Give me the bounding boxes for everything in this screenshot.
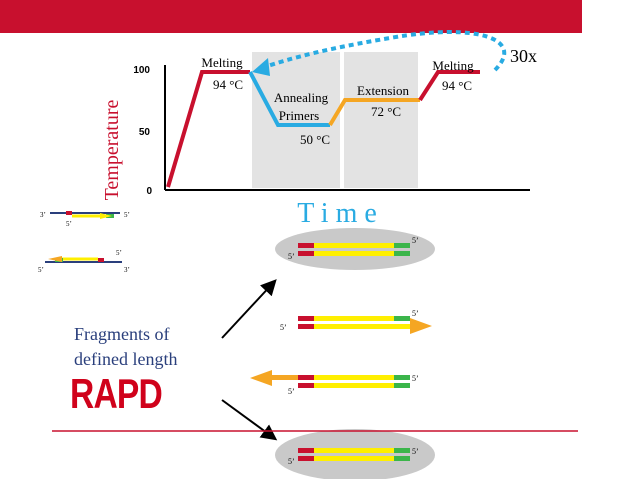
- strand-label-5c: 5’: [116, 249, 122, 257]
- extension-segment: [328, 98, 420, 127]
- fragment-3: 5’ 5’: [250, 370, 419, 396]
- annealing-title-2: Primers: [279, 108, 319, 123]
- fragments-caption-line2: defined length: [74, 349, 178, 369]
- strand-label-3: 3’: [40, 211, 46, 219]
- extension-panel: [344, 52, 418, 188]
- fragments-caption: Fragments of defined length: [74, 322, 177, 372]
- annealing-temp: 50 °C: [300, 132, 330, 147]
- y-tick-50: 50: [139, 127, 151, 138]
- y-tick-0: 0: [146, 186, 152, 197]
- melting2-segment: [418, 70, 480, 102]
- melting1-temp: 94 °C: [213, 77, 243, 92]
- title-bar: [0, 0, 582, 33]
- strand-label-5d: 5’: [38, 266, 44, 274]
- strand-label-5: 5’: [66, 220, 72, 228]
- frag1-5-left: 5’: [288, 252, 295, 261]
- frag2-5-right: 5’: [412, 309, 419, 318]
- frag1-5-right: 5’: [412, 236, 419, 245]
- strand-label-5b: 5’: [124, 211, 130, 219]
- fragment-1: 5’ 5’: [288, 236, 419, 261]
- rapd-label: RAPD: [70, 370, 163, 417]
- template-strands: 3’ 5’ 5’ 5’ 5’ 3’: [38, 211, 130, 274]
- annealing-title-1: Annealing: [274, 90, 329, 105]
- frag3-5-right: 5’: [412, 374, 419, 383]
- melting2-temp: 94 °C: [442, 78, 472, 93]
- fragments-caption-line1: Fragments of: [74, 324, 170, 344]
- melting2-title: Melting: [432, 58, 474, 73]
- frag3-5-left: 5’: [288, 387, 295, 396]
- frag4-5-left: 5’: [288, 457, 295, 466]
- extension-title: Extension: [357, 83, 409, 98]
- fragment-ellipse-bottom: [275, 429, 435, 479]
- cycle-count: 30x: [510, 46, 537, 66]
- arrow-to-top-fragment: [221, 279, 277, 339]
- strand-label-3b: 3’: [124, 266, 130, 274]
- fragment-ellipse-top: [275, 228, 435, 270]
- frag2-5-left: 5’: [280, 323, 287, 332]
- cycle-arrowhead: [252, 58, 270, 76]
- melting-segment: [166, 70, 250, 188]
- arrow-to-bottom-fragment: [221, 399, 278, 441]
- annealing-segment: [248, 71, 330, 127]
- fragment-4: 5’ 5’: [288, 447, 419, 466]
- x-axis-title: T i m e: [297, 198, 377, 229]
- y-axis-title: Temperature: [101, 99, 123, 200]
- frag4-5-right: 5’: [412, 447, 419, 456]
- melting1-title: Melting: [201, 55, 243, 70]
- y-tick-100: 100: [133, 65, 150, 76]
- extension-temp: 72 °C: [371, 104, 401, 119]
- fragment-2: 5’ 5’: [280, 309, 432, 334]
